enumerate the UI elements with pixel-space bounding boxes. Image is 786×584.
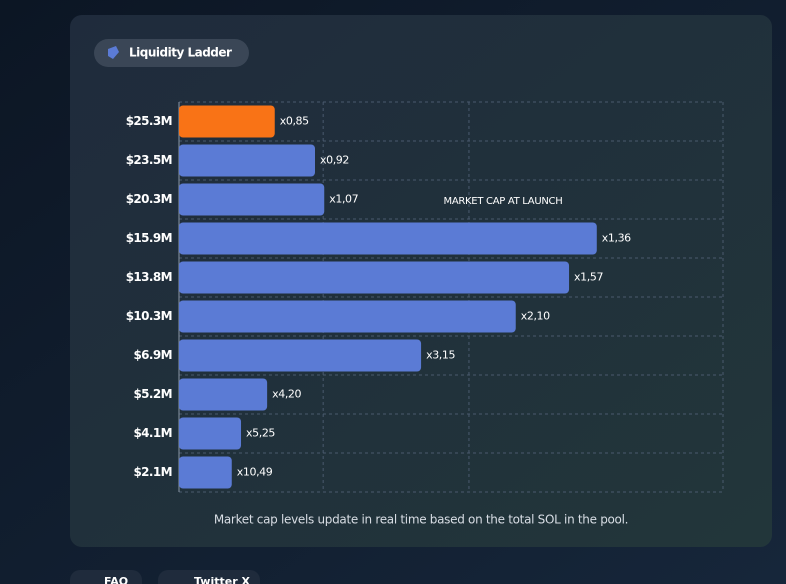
chart-title: Liquidity Ladder — [129, 46, 232, 60]
annotation: MARKET CAP AT LAUNCH — [444, 196, 563, 207]
bar-label: x1,57 — [574, 271, 603, 284]
nav-label[interactable]: Twitter X — [194, 575, 250, 584]
bar-label: x3,15 — [426, 349, 455, 362]
nav-label[interactable]: FAQ — [104, 575, 128, 584]
bar-label: x1,36 — [602, 232, 631, 245]
bar — [179, 261, 570, 294]
title-pill — [94, 39, 249, 67]
y-tick-label: $20.3M — [126, 192, 172, 206]
bar — [179, 417, 242, 450]
bar-label: x10,49 — [237, 466, 273, 479]
y-tick-label: $15.9M — [126, 231, 172, 245]
bar — [179, 300, 516, 333]
bar — [179, 105, 275, 138]
bar — [179, 222, 597, 255]
nav-button[interactable] — [158, 570, 260, 584]
bar — [179, 339, 422, 372]
bar-label: x1,07 — [329, 193, 358, 206]
bar-label: x2,10 — [521, 310, 550, 323]
y-tick-label: $2.1M — [133, 465, 172, 479]
y-tick-label: $5.2M — [133, 387, 172, 401]
title-icon — [108, 46, 119, 59]
bar — [179, 144, 315, 177]
y-tick-label: $23.5M — [126, 153, 172, 167]
bar-label: x0,92 — [320, 154, 349, 167]
y-tick-label: $10.3M — [126, 309, 172, 323]
bar-label: x0,85 — [280, 115, 309, 128]
bar-label: x4,20 — [272, 388, 301, 401]
bar — [179, 456, 232, 489]
bar — [179, 378, 268, 411]
footnote: Market cap levels update in real time ba… — [214, 513, 628, 527]
bar-label: x5,25 — [246, 427, 275, 440]
y-tick-label: $13.8M — [126, 270, 172, 284]
nav-button[interactable] — [70, 570, 142, 584]
y-tick-label: $4.1M — [133, 426, 172, 440]
y-tick-label: $6.9M — [133, 348, 172, 362]
y-tick-label: $25.3M — [126, 114, 172, 128]
bar — [179, 183, 325, 216]
